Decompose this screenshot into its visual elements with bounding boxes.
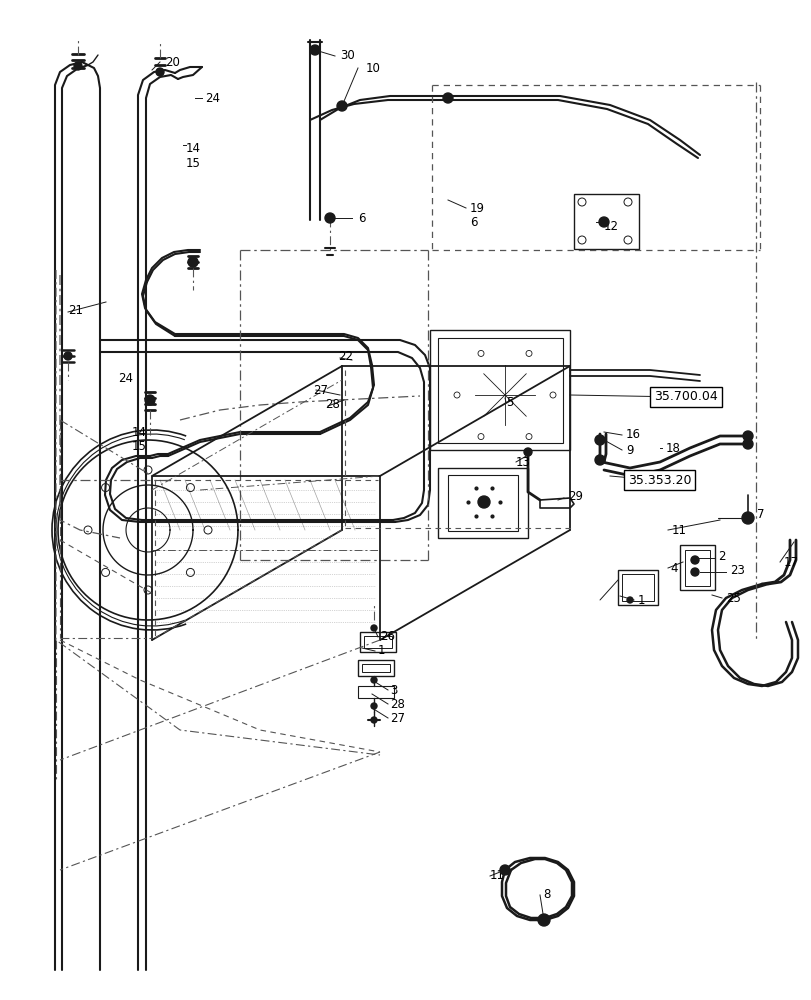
Circle shape — [324, 213, 335, 223]
Circle shape — [461, 480, 505, 524]
Text: 12: 12 — [603, 220, 618, 232]
Circle shape — [478, 496, 489, 508]
Text: 22: 22 — [337, 351, 353, 363]
Bar — [358, 686, 393, 698]
Bar — [430, 330, 569, 450]
Text: 19: 19 — [470, 202, 484, 215]
Bar — [363, 636, 392, 648]
Bar — [359, 632, 396, 652]
Text: 21: 21 — [68, 304, 83, 316]
Circle shape — [492, 383, 517, 407]
Text: 16: 16 — [625, 428, 640, 442]
Text: 26: 26 — [380, 631, 394, 644]
Text: 14: 14 — [186, 142, 201, 155]
Text: 1: 1 — [378, 645, 385, 658]
Text: 9: 9 — [625, 444, 633, 456]
Text: 25: 25 — [725, 591, 740, 604]
Text: 6: 6 — [470, 216, 477, 229]
Text: 1: 1 — [637, 593, 645, 606]
Circle shape — [337, 101, 346, 111]
Text: 10: 10 — [366, 62, 380, 75]
Text: 15: 15 — [186, 157, 200, 170]
Text: 8: 8 — [543, 888, 550, 901]
Circle shape — [594, 435, 604, 445]
Text: 24: 24 — [118, 371, 133, 384]
Circle shape — [64, 352, 72, 360]
Text: 20: 20 — [165, 56, 180, 69]
Bar — [358, 660, 393, 676]
Bar — [679, 545, 714, 590]
Text: 28: 28 — [324, 398, 340, 412]
Circle shape — [626, 597, 633, 603]
Circle shape — [594, 455, 604, 465]
Circle shape — [371, 717, 376, 723]
Circle shape — [470, 488, 497, 516]
Circle shape — [742, 439, 752, 449]
Circle shape — [741, 512, 753, 524]
Bar — [448, 475, 517, 531]
Circle shape — [371, 677, 376, 683]
Circle shape — [74, 62, 82, 70]
Text: 18: 18 — [665, 442, 680, 454]
Circle shape — [538, 914, 549, 926]
Circle shape — [690, 568, 698, 576]
Text: 3: 3 — [389, 684, 397, 696]
Bar — [437, 338, 562, 443]
Text: 17: 17 — [783, 556, 798, 568]
Text: 27: 27 — [389, 712, 405, 724]
Circle shape — [371, 625, 376, 631]
Circle shape — [443, 93, 453, 103]
Circle shape — [145, 395, 155, 405]
Text: 13: 13 — [515, 456, 530, 468]
Text: 30: 30 — [340, 49, 354, 62]
Text: 28: 28 — [389, 698, 405, 710]
Text: 7: 7 — [756, 508, 764, 522]
Text: 15: 15 — [132, 440, 147, 454]
Text: 6: 6 — [358, 212, 365, 225]
Bar — [617, 570, 657, 605]
Bar — [684, 550, 709, 586]
Circle shape — [690, 556, 698, 564]
Circle shape — [188, 257, 198, 267]
Circle shape — [599, 217, 608, 227]
Circle shape — [310, 45, 320, 55]
Bar — [621, 574, 653, 601]
Circle shape — [523, 448, 531, 456]
Circle shape — [500, 865, 509, 875]
Text: 35.700.04: 35.700.04 — [654, 390, 717, 403]
Text: 5: 5 — [505, 395, 513, 408]
Text: 29: 29 — [568, 490, 582, 504]
Text: 11: 11 — [489, 869, 504, 882]
Text: 14: 14 — [132, 426, 147, 438]
Bar — [437, 468, 527, 538]
Circle shape — [742, 431, 752, 441]
Circle shape — [156, 68, 164, 76]
Bar — [362, 664, 389, 672]
Circle shape — [476, 367, 532, 423]
Text: 23: 23 — [729, 564, 744, 578]
Circle shape — [371, 703, 376, 709]
Text: 24: 24 — [204, 92, 220, 105]
Text: 11: 11 — [672, 524, 686, 536]
Text: 35.353.20: 35.353.20 — [628, 474, 691, 487]
Bar — [573, 194, 638, 249]
Text: 2: 2 — [717, 550, 724, 564]
Circle shape — [465, 355, 544, 435]
Text: 27: 27 — [312, 383, 328, 396]
Text: 4: 4 — [669, 562, 676, 574]
